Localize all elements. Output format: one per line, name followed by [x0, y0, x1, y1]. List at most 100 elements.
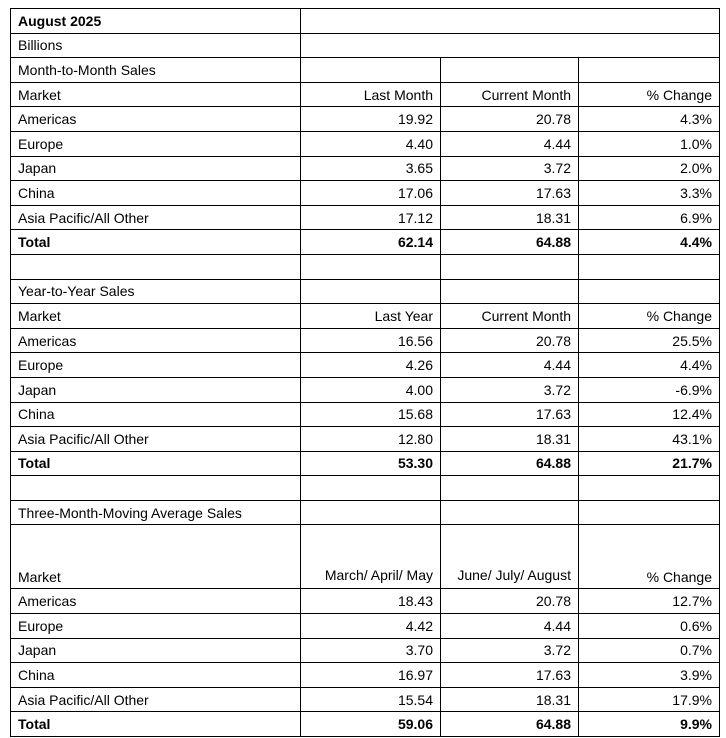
table-row: Americas 19.92 20.78 4.3% [10, 106, 720, 132]
total-label: Total [10, 711, 301, 738]
column-header-last-year: Last Year [300, 303, 441, 329]
table-row: Year-to-Year Sales [10, 278, 720, 305]
column-header-pct-change: % Change [578, 524, 720, 590]
prev-value-cell: 3.70 [300, 637, 441, 664]
current-value-cell: 20.78 [440, 327, 579, 354]
pct-change-cell: 1.0% [578, 130, 720, 157]
pct-change-cell: 12.7% [578, 588, 720, 615]
total-pct-change: 4.4% [578, 229, 720, 255]
market-cell: Americas [10, 588, 301, 615]
empty-cell [440, 57, 579, 83]
total-current-value: 64.88 [440, 711, 579, 738]
current-value-cell: 18.31 [440, 686, 579, 713]
table-row: August 2025 [10, 8, 720, 34]
table-row: Asia Pacific/All Other 12.80 18.31 43.1% [10, 426, 720, 452]
pct-change-cell: 12.4% [578, 401, 720, 428]
column-header-march-april-may: March/ April/ May [300, 524, 441, 590]
current-value-cell: 4.44 [440, 130, 579, 157]
column-header-pct-change: % Change [578, 303, 720, 329]
empty-cell [300, 475, 441, 501]
prev-value-cell: 19.92 [300, 106, 441, 132]
prev-value-cell: 12.80 [300, 426, 441, 452]
pct-change-cell: 3.9% [578, 662, 720, 688]
column-header-pct-change: % Change [578, 81, 720, 108]
current-value-cell: 17.63 [440, 180, 579, 206]
pct-change-cell: 43.1% [578, 426, 720, 452]
market-cell: China [10, 180, 301, 206]
empty-cell [440, 499, 579, 526]
empty-cell [578, 253, 720, 280]
current-value-cell: 18.31 [440, 426, 579, 452]
current-value-cell: 3.72 [440, 637, 579, 664]
empty-cell [440, 278, 579, 305]
table-header-row: Market Last Year Current Month % Change [10, 303, 720, 329]
total-pct-change: 9.9% [578, 711, 720, 738]
pct-change-cell: 25.5% [578, 327, 720, 354]
empty-cell [300, 499, 441, 526]
current-value-cell: 3.72 [440, 376, 579, 403]
empty-cell [300, 253, 441, 280]
market-cell: Japan [10, 637, 301, 664]
table-row: China 17.06 17.63 3.3% [10, 180, 720, 206]
current-value-cell: 20.78 [440, 106, 579, 132]
total-prev-value: 62.14 [300, 229, 441, 255]
empty-cell [10, 253, 301, 280]
table-row: Japan 4.00 3.72 -6.9% [10, 376, 720, 403]
table-row: Asia Pacific/All Other 15.54 18.31 17.9% [10, 686, 720, 713]
table-row: Three-Month-Moving Average Sales [10, 499, 720, 526]
table-row: Billions [10, 32, 720, 59]
current-value-cell: 17.63 [440, 662, 579, 688]
table-row: Asia Pacific/All Other 17.12 18.31 6.9% [10, 204, 720, 231]
table-row: Japan 3.70 3.72 0.7% [10, 637, 720, 664]
current-value-cell: 17.63 [440, 401, 579, 428]
empty-cell [300, 32, 720, 59]
section-title-month-to-month: Month-to-Month Sales [10, 57, 301, 83]
table-row: Europe 4.26 4.44 4.4% [10, 352, 720, 378]
empty-cell [440, 253, 579, 280]
units-label: Billions [10, 32, 301, 59]
empty-cell [300, 8, 720, 34]
prev-value-cell: 4.40 [300, 130, 441, 157]
section-title-year-to-year: Year-to-Year Sales [10, 278, 301, 305]
prev-value-cell: 17.12 [300, 204, 441, 231]
market-cell: Asia Pacific/All Other [10, 426, 301, 452]
pct-change-cell: 2.0% [578, 155, 720, 182]
column-header-last-month: Last Month [300, 81, 441, 108]
prev-value-cell: 18.43 [300, 588, 441, 615]
pct-change-cell: -6.9% [578, 376, 720, 403]
market-cell: Europe [10, 352, 301, 378]
table-header-row: Market Last Month Current Month % Change [10, 81, 720, 108]
column-header-market: Market [10, 524, 301, 590]
prev-value-cell: 4.00 [300, 376, 441, 403]
total-label: Total [10, 229, 301, 255]
total-current-value: 64.88 [440, 229, 579, 255]
market-cell: Americas [10, 106, 301, 132]
column-header-market: Market [10, 81, 301, 108]
prev-value-cell: 16.56 [300, 327, 441, 354]
empty-cell [10, 475, 301, 501]
prev-value-cell: 15.68 [300, 401, 441, 428]
total-label: Total [10, 450, 301, 477]
column-header-current-month: Current Month [440, 81, 579, 108]
total-row: Total 59.06 64.88 9.9% [10, 711, 720, 738]
spacer-row [10, 253, 720, 280]
empty-cell [578, 57, 720, 83]
pct-change-cell: 0.6% [578, 613, 720, 639]
spacer-row [10, 475, 720, 501]
prev-value-cell: 4.26 [300, 352, 441, 378]
total-row: Total 62.14 64.88 4.4% [10, 229, 720, 255]
empty-cell [578, 499, 720, 526]
prev-value-cell: 16.97 [300, 662, 441, 688]
empty-cell [578, 475, 720, 501]
empty-cell [578, 278, 720, 305]
report-title: August 2025 [10, 8, 301, 34]
prev-value-cell: 3.65 [300, 155, 441, 182]
market-cell: Japan [10, 155, 301, 182]
table-row: Europe 4.42 4.44 0.6% [10, 613, 720, 639]
pct-change-cell: 6.9% [578, 204, 720, 231]
table-row: Month-to-Month Sales [10, 57, 720, 83]
current-value-cell: 3.72 [440, 155, 579, 182]
current-value-cell: 18.31 [440, 204, 579, 231]
table-row: China 16.97 17.63 3.9% [10, 662, 720, 688]
